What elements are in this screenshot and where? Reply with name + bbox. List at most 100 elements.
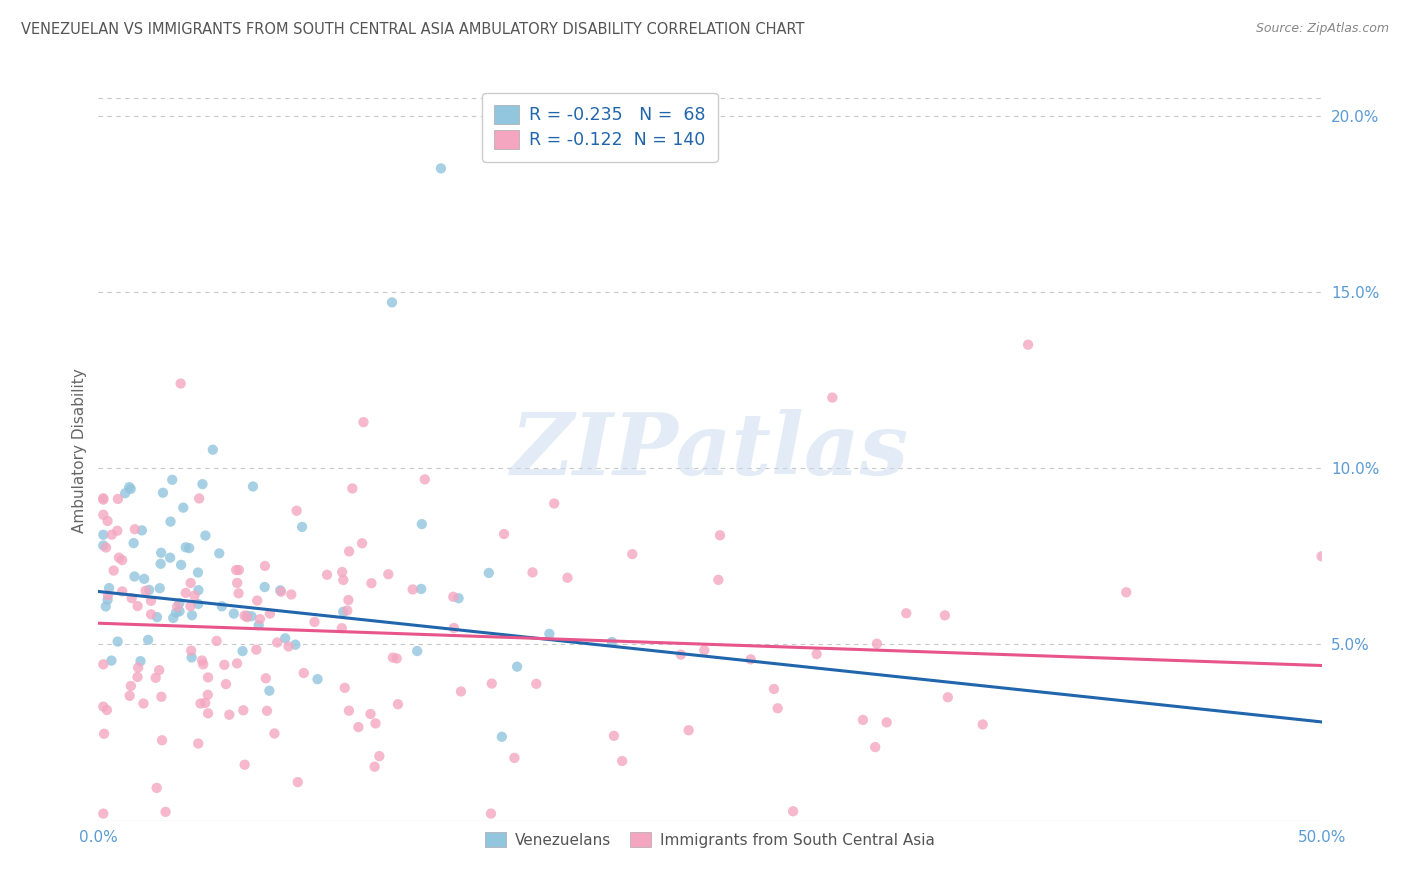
Point bbox=[287, 775, 309, 789]
Point bbox=[191, 477, 214, 491]
Point bbox=[852, 713, 875, 727]
Point bbox=[179, 599, 201, 613]
Point bbox=[162, 473, 184, 487]
Point bbox=[263, 726, 285, 740]
Point bbox=[124, 522, 146, 536]
Point bbox=[450, 684, 472, 698]
Point bbox=[270, 584, 292, 599]
Point bbox=[187, 737, 209, 751]
Point bbox=[337, 704, 360, 718]
Point bbox=[411, 517, 433, 532]
Point bbox=[707, 573, 730, 587]
Point bbox=[228, 586, 250, 600]
Point bbox=[197, 688, 219, 702]
Point bbox=[97, 592, 120, 607]
Point bbox=[194, 528, 217, 542]
Point bbox=[381, 295, 404, 310]
Point bbox=[876, 715, 898, 730]
Point bbox=[181, 608, 204, 623]
Point bbox=[402, 582, 425, 597]
Point bbox=[256, 704, 278, 718]
Text: Source: ZipAtlas.com: Source: ZipAtlas.com bbox=[1256, 22, 1389, 36]
Point bbox=[145, 780, 167, 795]
Point bbox=[205, 634, 228, 648]
Point bbox=[266, 635, 288, 649]
Point bbox=[233, 757, 256, 772]
Point bbox=[138, 582, 160, 597]
Point bbox=[127, 670, 149, 684]
Point bbox=[254, 671, 277, 685]
Point bbox=[139, 607, 162, 622]
Point bbox=[492, 527, 515, 541]
Point bbox=[129, 654, 152, 668]
Point bbox=[150, 546, 173, 560]
Point bbox=[693, 643, 716, 657]
Point bbox=[226, 657, 249, 671]
Point bbox=[150, 733, 173, 747]
Point bbox=[174, 541, 197, 555]
Point bbox=[127, 660, 149, 674]
Point bbox=[97, 514, 120, 528]
Point bbox=[100, 654, 122, 668]
Point bbox=[259, 607, 281, 621]
Point bbox=[377, 567, 399, 582]
Point bbox=[107, 491, 129, 506]
Point bbox=[93, 727, 115, 741]
Point bbox=[111, 584, 134, 599]
Point bbox=[226, 576, 249, 591]
Point bbox=[236, 608, 259, 623]
Point bbox=[197, 670, 219, 684]
Point bbox=[172, 500, 194, 515]
Point bbox=[180, 576, 202, 591]
Point bbox=[253, 558, 276, 573]
Point bbox=[1115, 585, 1137, 599]
Point bbox=[179, 541, 201, 555]
Point bbox=[678, 723, 700, 738]
Point bbox=[291, 520, 314, 534]
Point bbox=[503, 751, 526, 765]
Point bbox=[127, 599, 149, 613]
Point bbox=[146, 610, 169, 624]
Point bbox=[152, 485, 174, 500]
Point bbox=[381, 650, 404, 665]
Point bbox=[430, 161, 453, 176]
Point bbox=[159, 515, 181, 529]
Point bbox=[135, 583, 157, 598]
Point bbox=[107, 634, 129, 648]
Point bbox=[330, 621, 353, 635]
Legend: Venezuelans, Immigrants from South Central Asia: Venezuelans, Immigrants from South Centr… bbox=[478, 825, 942, 854]
Point bbox=[191, 653, 214, 667]
Text: ZIPatlas: ZIPatlas bbox=[510, 409, 910, 492]
Point bbox=[333, 681, 356, 695]
Point bbox=[360, 576, 382, 591]
Point bbox=[225, 563, 247, 577]
Point bbox=[148, 663, 170, 677]
Point bbox=[134, 572, 156, 586]
Point bbox=[1310, 549, 1333, 564]
Point bbox=[96, 703, 118, 717]
Point bbox=[336, 603, 359, 617]
Point bbox=[330, 565, 353, 579]
Point bbox=[972, 717, 994, 731]
Point bbox=[304, 615, 326, 629]
Point bbox=[709, 528, 731, 542]
Point bbox=[806, 647, 828, 661]
Point bbox=[447, 591, 470, 606]
Point bbox=[259, 683, 281, 698]
Point bbox=[232, 703, 254, 717]
Point bbox=[180, 650, 202, 665]
Point bbox=[240, 609, 263, 624]
Point bbox=[136, 632, 159, 647]
Point bbox=[228, 563, 250, 577]
Point bbox=[97, 588, 120, 602]
Point bbox=[603, 729, 626, 743]
Point bbox=[201, 442, 224, 457]
Point bbox=[337, 593, 360, 607]
Point bbox=[936, 690, 959, 705]
Point bbox=[307, 672, 329, 686]
Point bbox=[236, 610, 259, 624]
Point bbox=[479, 806, 502, 821]
Point bbox=[121, 591, 143, 606]
Point bbox=[621, 547, 644, 561]
Point bbox=[132, 697, 155, 711]
